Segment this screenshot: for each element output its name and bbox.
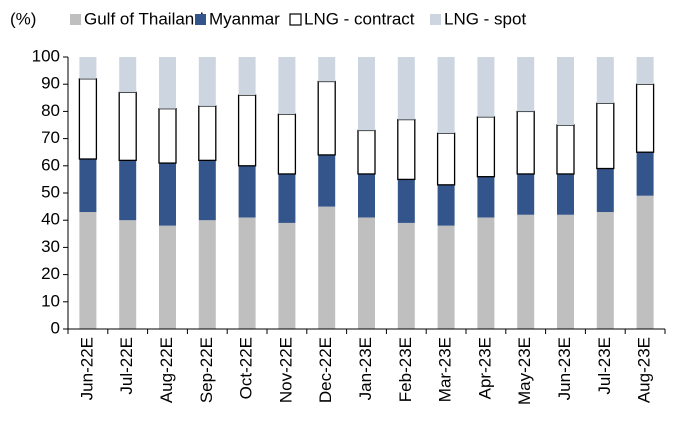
bar-segment	[198, 57, 216, 106]
bar-segment	[159, 163, 176, 226]
y-tick-label: 20	[41, 264, 60, 283]
bar-segment	[358, 57, 375, 131]
x-tick-label: Jan-23E	[356, 337, 375, 400]
bar-segment	[397, 118, 416, 181]
y-tick-label: 50	[41, 182, 60, 201]
bar-segment	[198, 105, 217, 162]
bar-segment	[477, 217, 495, 329]
bar-segment	[358, 217, 375, 329]
bar-segment	[477, 57, 495, 117]
bar-segment	[596, 168, 614, 213]
bar-segment	[437, 57, 455, 134]
bar-segment	[357, 129, 376, 175]
x-tick-label: Jul-22E	[117, 337, 136, 395]
bar-segment	[636, 195, 654, 329]
bar-segment	[476, 116, 496, 178]
bar-segment	[516, 110, 535, 175]
bar-segment	[358, 173, 375, 218]
y-axis-label: (%)	[10, 9, 36, 28]
x-tick-label: Oct-22E	[237, 337, 256, 399]
bar-segment	[557, 57, 574, 125]
bar-segment	[517, 57, 535, 112]
bar-segment	[159, 57, 176, 109]
bar-segment	[397, 179, 415, 223]
bar-segment	[635, 83, 655, 153]
y-tick-label: 10	[41, 291, 60, 310]
bar-segment	[557, 214, 574, 329]
bar-segment	[477, 176, 495, 218]
bar-segment	[278, 173, 296, 223]
bar-segment	[317, 80, 336, 156]
bar-segment	[277, 113, 297, 175]
bar-segment	[437, 225, 455, 329]
bar-segment	[636, 152, 654, 196]
bar-segment	[119, 160, 137, 221]
legend-swatch	[430, 14, 441, 25]
bar-segment	[318, 206, 336, 329]
x-tick-label: Feb-23E	[396, 337, 415, 402]
x-tick-label: Aug-23E	[635, 337, 654, 403]
bar-segment	[517, 214, 535, 329]
bar-segment	[118, 91, 137, 162]
bar-segment	[238, 165, 256, 218]
y-tick-label: 70	[41, 128, 60, 147]
bar-segment	[437, 184, 455, 226]
bar-segment	[596, 57, 614, 104]
bar-segment	[79, 212, 97, 329]
legend-swatch	[289, 13, 302, 26]
x-tick-label: Jul-23E	[595, 337, 614, 395]
bar-segment	[557, 173, 574, 215]
x-tick-label: Mar-23E	[436, 337, 455, 402]
y-tick-label: 30	[41, 237, 60, 256]
x-tick-label: Jun-22E	[77, 337, 96, 400]
y-tick-label: 40	[41, 210, 60, 229]
bar-segment	[278, 222, 296, 329]
bar-segment	[278, 57, 296, 115]
bar-segment	[596, 102, 615, 170]
bar-segment	[397, 57, 415, 120]
legend-label: Myanmar	[209, 9, 280, 28]
legend-swatch	[70, 14, 81, 25]
x-tick-label: Sep-22E	[197, 337, 216, 403]
legend-label: LNG - contract	[304, 9, 415, 28]
bar-segment	[198, 160, 216, 221]
bar-segment	[119, 220, 137, 329]
y-tick-label: 0	[51, 318, 60, 337]
bar-segment	[158, 108, 177, 164]
bar-segment	[556, 124, 575, 175]
bar-segment	[318, 57, 336, 82]
bar-segment	[318, 154, 336, 207]
bar-segment	[238, 217, 256, 329]
x-tick-label: Nov-22E	[276, 337, 295, 403]
x-tick-label: Dec-22E	[316, 337, 335, 403]
bar-segment	[397, 222, 415, 329]
bar-segment	[198, 220, 216, 329]
bar-segment	[79, 159, 97, 213]
bar-segment	[119, 57, 137, 93]
bar-segment	[159, 225, 176, 329]
bar-segment	[238, 57, 256, 96]
x-tick-label: Apr-23E	[475, 337, 494, 399]
y-tick-label: 90	[41, 74, 60, 93]
y-tick-label: 60	[41, 155, 60, 174]
legend-swatch	[195, 14, 206, 25]
y-tick-label: 100	[32, 46, 60, 65]
legend-label: Gulf of Thailand	[84, 9, 204, 28]
bar-segment	[78, 78, 98, 160]
legend-label: LNG - spot	[444, 9, 526, 28]
bar-segment	[517, 173, 535, 215]
bar-segment	[636, 57, 654, 85]
bar-segment	[79, 57, 97, 79]
x-tick-label: Aug-22E	[157, 337, 176, 403]
x-tick-label: Jun-23E	[555, 337, 574, 400]
x-tick-label: May-23E	[515, 337, 534, 405]
y-tick-label: 80	[41, 101, 60, 120]
bar-segment	[436, 132, 456, 186]
bar-segment	[596, 212, 614, 329]
bar-segment	[237, 94, 257, 167]
